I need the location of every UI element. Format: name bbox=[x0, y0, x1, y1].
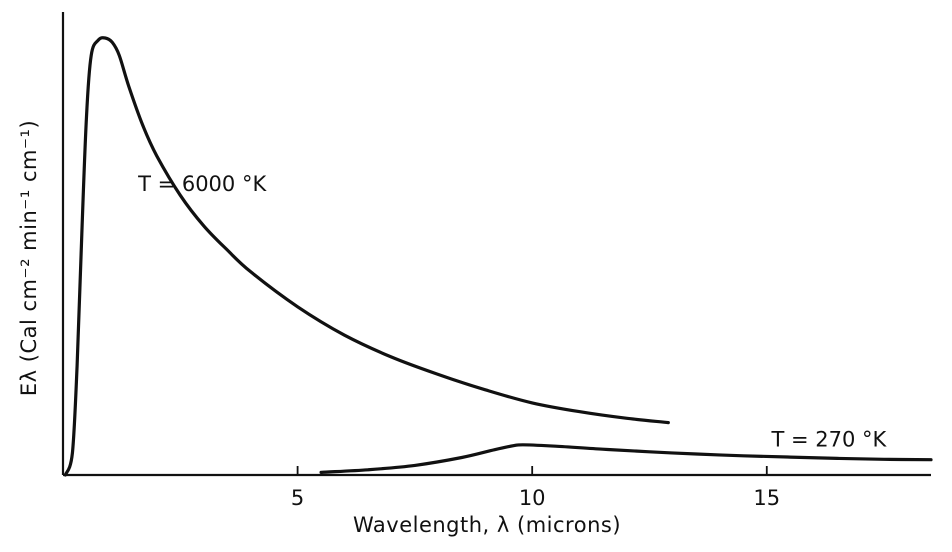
series-label-270k: T = 270 °K bbox=[770, 428, 887, 452]
series-labels: T = 6000 °K T = 270 °K bbox=[137, 172, 887, 452]
series-group bbox=[63, 36, 933, 477]
x-ticks: 5 10 15 bbox=[291, 466, 780, 510]
x-tick-label: 15 bbox=[753, 486, 780, 510]
axes bbox=[61, 12, 931, 477]
x-tick-label: 5 bbox=[291, 486, 304, 510]
x-tick-label: 10 bbox=[519, 486, 546, 510]
series-line-6000k bbox=[63, 36, 670, 477]
series-line-270k bbox=[319, 443, 933, 474]
y-axis-title: Eλ (Cal cm⁻² min⁻¹ cm⁻¹) bbox=[17, 120, 41, 396]
x-axis-title: Wavelength, λ (microns) bbox=[353, 513, 621, 537]
series-label-6000k: T = 6000 °K bbox=[137, 172, 267, 196]
